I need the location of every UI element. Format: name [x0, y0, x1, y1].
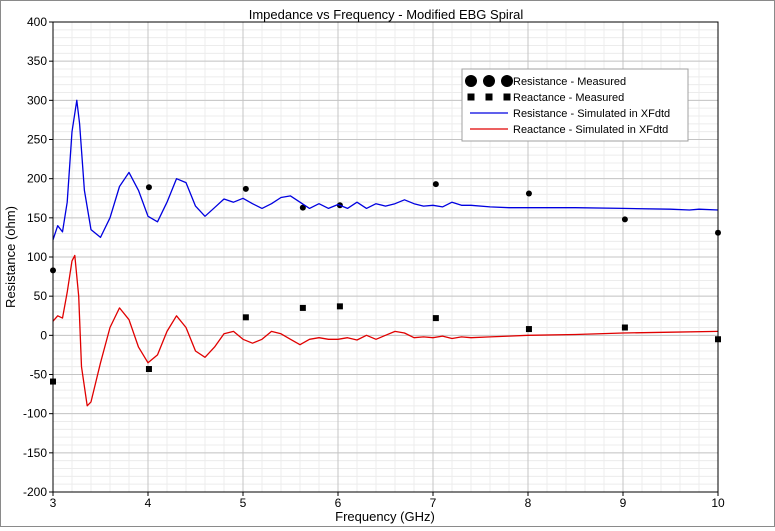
- legend-swatch: [503, 93, 511, 101]
- y-tick-label: 250: [27, 133, 47, 147]
- data-point: [621, 324, 628, 331]
- x-axis-label: Frequency (GHz): [335, 509, 435, 524]
- data-point: [432, 181, 439, 188]
- x-tick-label: 8: [525, 496, 532, 510]
- y-tick-label: 150: [27, 211, 47, 225]
- data-point: [145, 184, 152, 191]
- legend-entry: Resistance - Measured: [465, 75, 626, 88]
- y-axis-ticks: -200 -150 -100 -50 0 50 100 150 200 250 300 350 400: [23, 15, 53, 499]
- x-axis-ticks: 3 4 5 6 7 8 9 10: [50, 492, 725, 510]
- legend-entry: Resistance - Simulated in XFdtd: [470, 108, 670, 120]
- x-tick-label: 4: [145, 496, 152, 510]
- resistance-measured-series: [50, 181, 721, 274]
- reactance-simulated-in-xfdtd-line: [52, 254, 719, 407]
- x-tick-label: 10: [711, 496, 725, 510]
- data-point: [145, 366, 152, 373]
- legend-swatch: [485, 93, 493, 101]
- y-tick-label: -100: [23, 407, 47, 421]
- legend-entry: Reactance - Measured: [467, 92, 624, 104]
- legend-label: Resistance - Simulated in XFdtd: [513, 108, 670, 120]
- legend-label: Resistance - Measured: [513, 76, 626, 88]
- resistance-simulated-in-xfdtd-line: [52, 99, 719, 241]
- x-tick-label: 6: [335, 496, 342, 510]
- legend-swatch: [501, 75, 513, 87]
- resistance-simulated-in-xfdtd-series: [52, 99, 719, 241]
- y-tick-label: 350: [27, 54, 47, 68]
- series-layer: [50, 99, 721, 407]
- y-tick-label: 50: [34, 289, 48, 303]
- legend: Resistance - Measured Reactance - Measure…: [461, 68, 689, 142]
- x-tick-label: 5: [240, 496, 247, 510]
- x-tick-label: 9: [620, 496, 627, 510]
- y-tick-label: 400: [27, 15, 47, 29]
- legend-label: Reactance - Measured: [513, 92, 624, 104]
- data-point: [299, 204, 306, 211]
- chart-title: Impedance vs Frequency - Modified EBG Sp…: [249, 7, 524, 22]
- data-point: [621, 216, 628, 223]
- legend-swatch: [467, 93, 475, 101]
- legend-label: Reactance - Simulated in XFdtd: [513, 124, 668, 136]
- data-point: [525, 326, 532, 333]
- x-tick-label: 7: [430, 496, 437, 510]
- data-point: [299, 304, 306, 311]
- data-point: [242, 314, 249, 321]
- reactance-simulated-in-xfdtd-series: [52, 254, 719, 407]
- data-point: [242, 185, 249, 192]
- data-point: [336, 303, 343, 310]
- y-tick-label: -150: [23, 446, 47, 460]
- y-tick-label: 200: [27, 172, 47, 186]
- y-axis-label: Resistance (ohm): [3, 206, 18, 308]
- y-tick-label: 0: [40, 328, 47, 342]
- legend-entry: Reactance - Simulated in XFdtd: [470, 124, 668, 136]
- y-tick-label: 300: [27, 93, 47, 107]
- legend-swatch: [465, 75, 477, 87]
- legend-swatch: [483, 75, 495, 87]
- y-tick-label: -50: [30, 368, 48, 382]
- y-tick-label: 100: [27, 250, 47, 264]
- data-point: [432, 315, 439, 322]
- y-tick-label: -200: [23, 485, 47, 499]
- x-tick-label: 3: [50, 496, 57, 510]
- data-point: [525, 190, 532, 197]
- reactance-measured-series: [50, 303, 721, 385]
